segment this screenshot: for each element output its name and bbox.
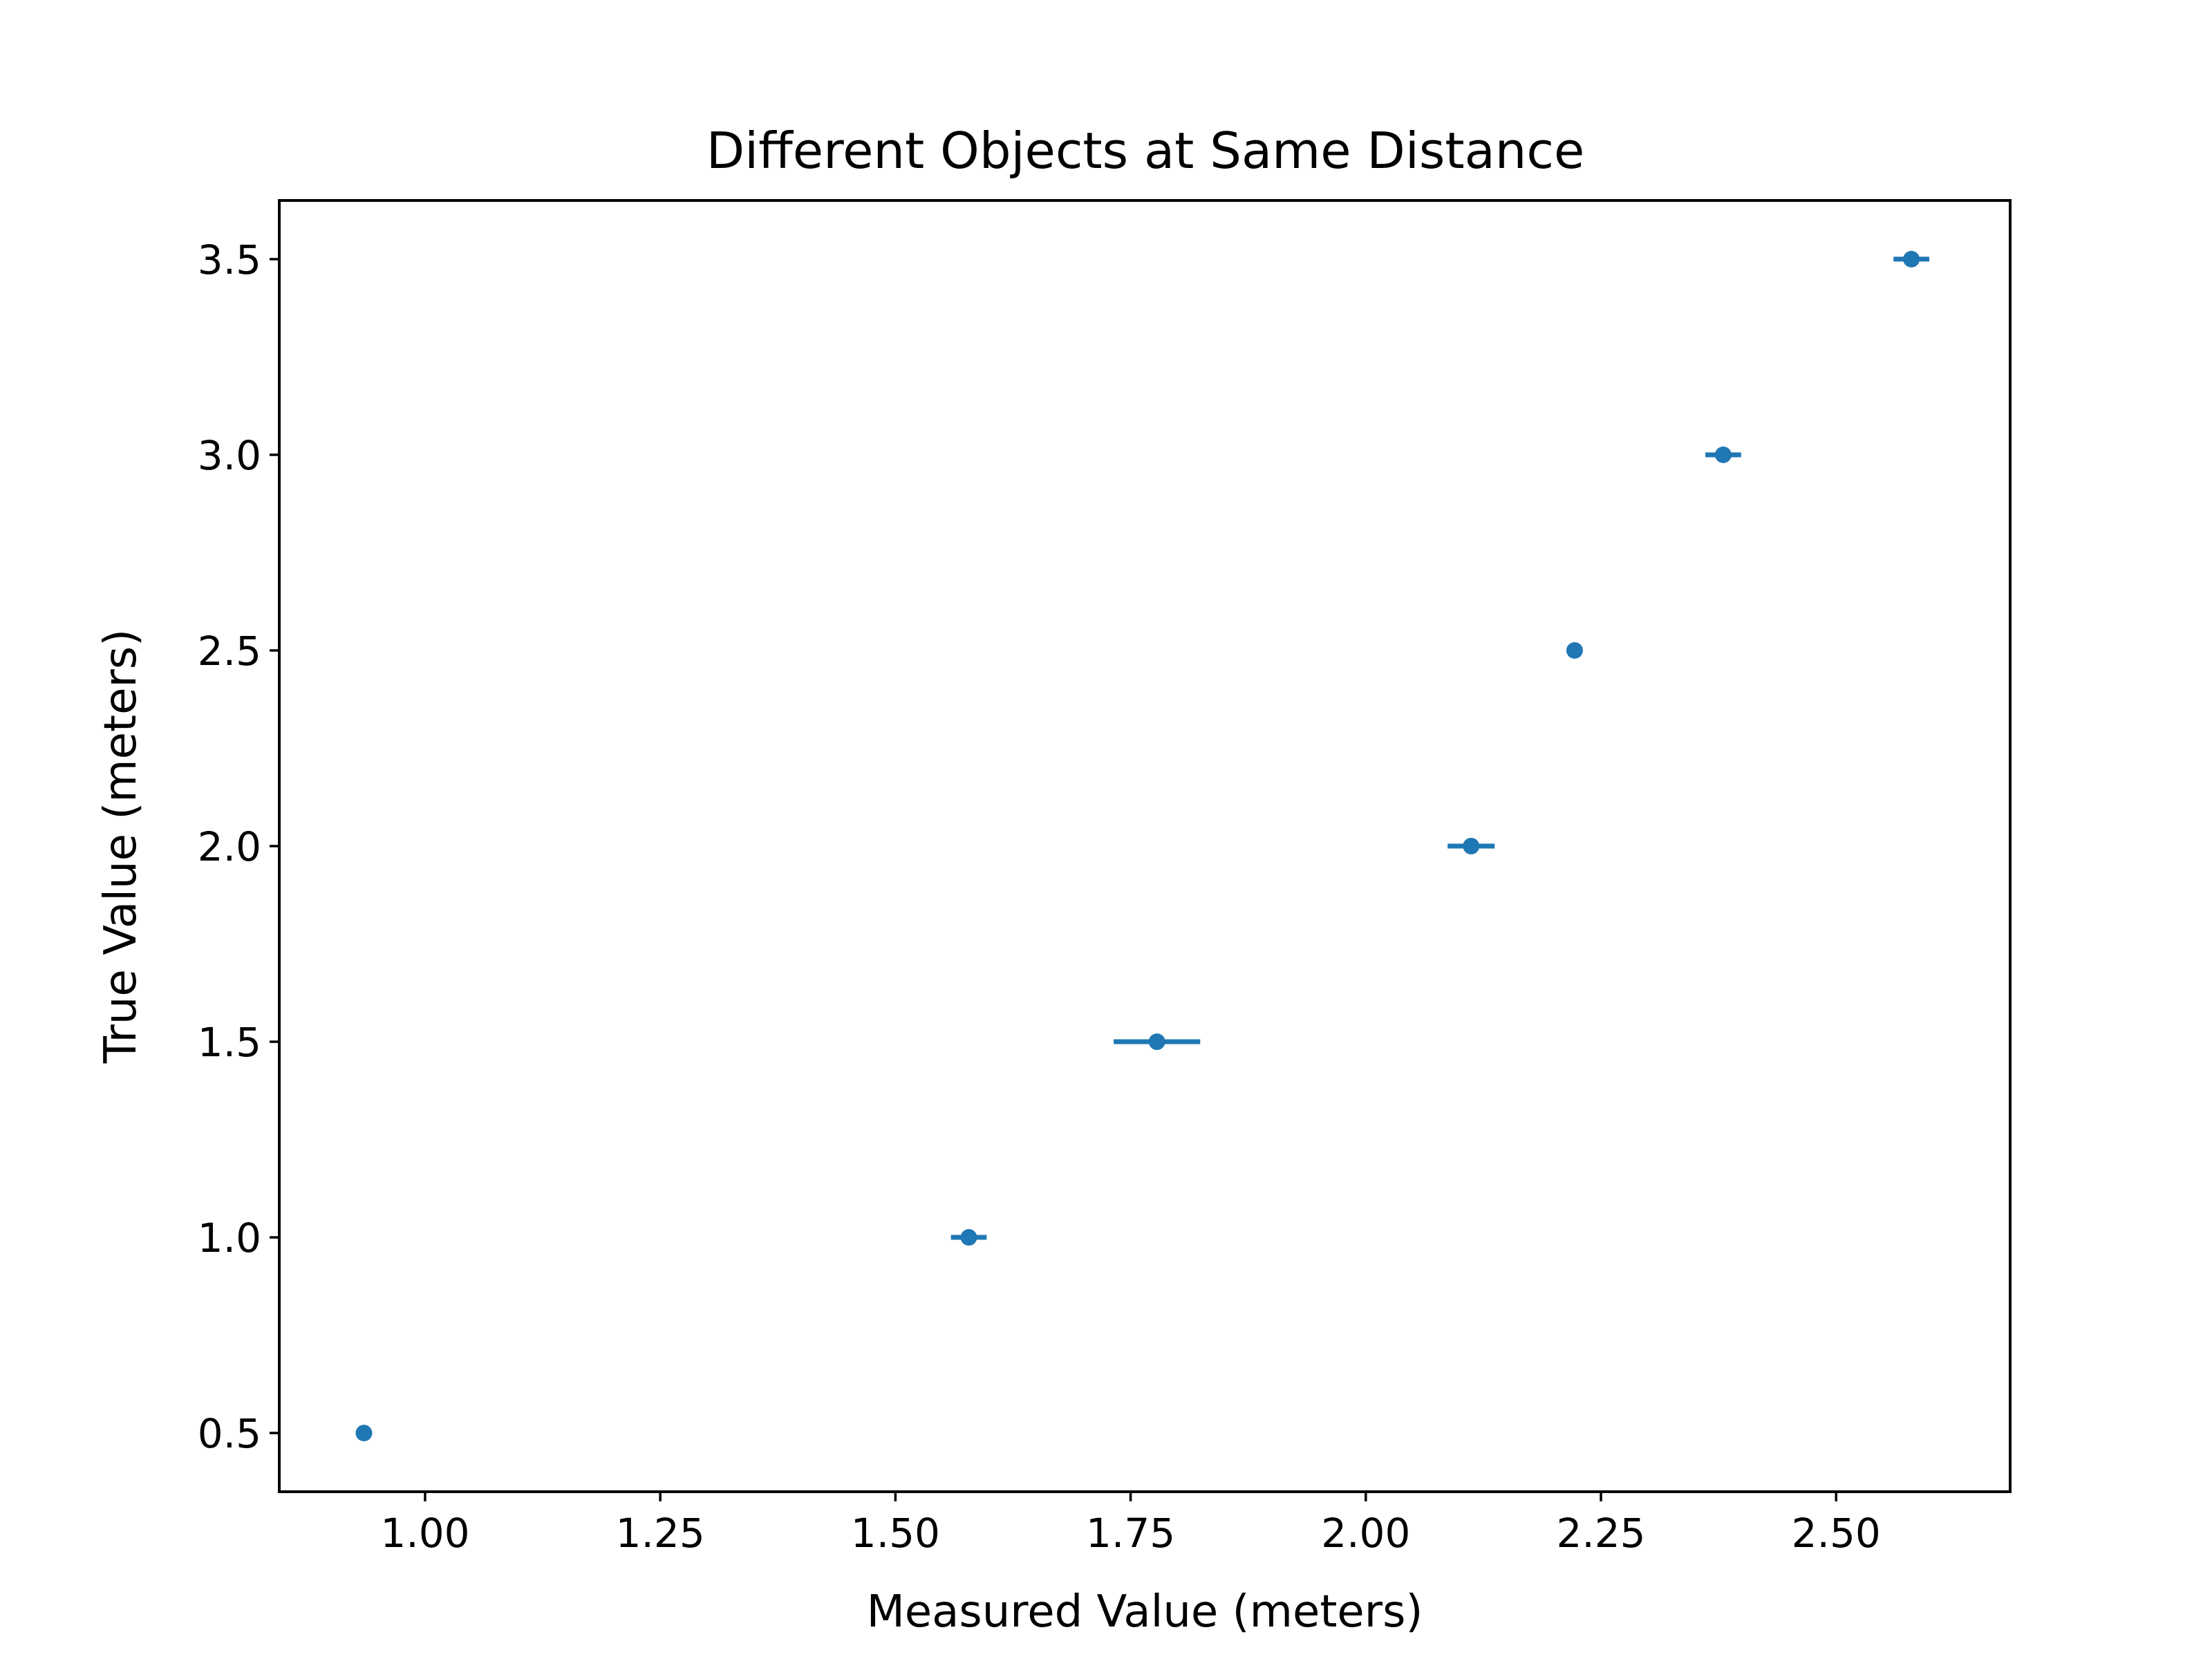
x-axis-ticks: 1.00 1.25 1.50 1.75 2.00 2.25 2.50	[380, 1492, 1881, 1557]
x-axis-label: Measured Value (meters)	[867, 1586, 1423, 1638]
data-point	[1463, 838, 1480, 854]
y-tick-label: 0.5	[198, 1410, 261, 1457]
y-tick-label: 1.0	[198, 1215, 261, 1262]
plot-frame	[278, 199, 2012, 1493]
x-tick-label: 1.25	[616, 1510, 705, 1557]
data-point	[1148, 1033, 1165, 1051]
y-axis-label: True Value (meters)	[95, 629, 147, 1064]
data-point	[1714, 446, 1732, 463]
data-series	[355, 250, 1929, 1442]
x-tick-label: 2.25	[1556, 1510, 1645, 1557]
plot-area: 1.00 1.25 1.50 1.75 2.00 2.25 2.50 0.5 1.0 1.5 2.…	[198, 199, 2012, 1557]
y-axis-ticks: 0.5 1.0 1.5 2.0 2.5 3.0 3.5	[198, 236, 279, 1457]
x-tick-label: 2.00	[1321, 1510, 1410, 1557]
data-point	[1566, 641, 1583, 659]
chart-title: Different Objects at Same Distance	[706, 122, 1585, 180]
data-point	[355, 1425, 373, 1442]
y-tick-label: 2.0	[198, 823, 261, 870]
x-tick-label: 1.00	[380, 1510, 469, 1557]
y-tick-label: 3.5	[198, 236, 261, 283]
y-tick-label: 2.5	[198, 628, 261, 675]
x-tick-label: 1.75	[1086, 1510, 1175, 1557]
data-point	[960, 1229, 977, 1246]
x-tick-label: 1.50	[851, 1510, 940, 1557]
y-tick-label: 3.0	[198, 432, 261, 479]
data-point	[1903, 250, 1920, 268]
y-tick-label: 1.5	[198, 1019, 261, 1066]
x-tick-label: 2.50	[1792, 1510, 1881, 1557]
